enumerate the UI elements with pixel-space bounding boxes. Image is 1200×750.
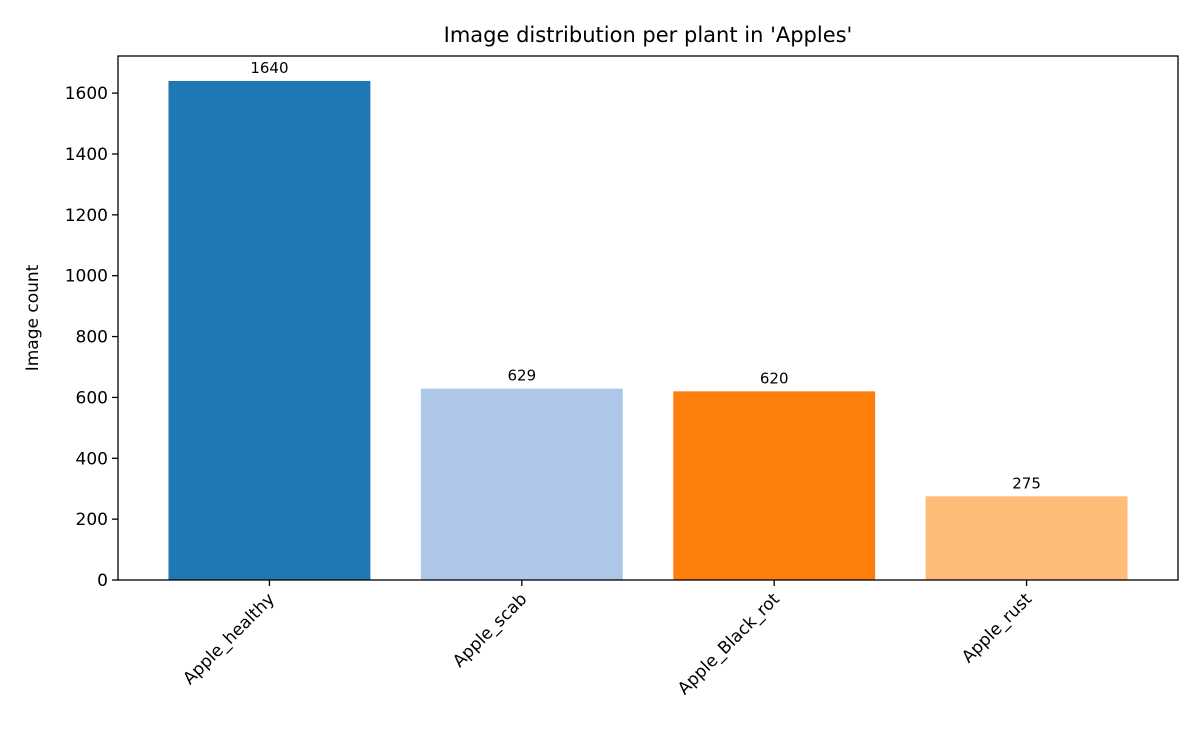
y-axis-label: Image count bbox=[23, 264, 43, 371]
data-label-apple-black-rot: 620 bbox=[760, 369, 789, 387]
bars-group bbox=[168, 80, 1128, 580]
chart-title: Image distribution per plant in 'Apples' bbox=[444, 23, 853, 47]
y-tick-label: 200 bbox=[76, 510, 108, 530]
y-tick-label: 0 bbox=[97, 571, 108, 591]
data-label-apple-scab: 629 bbox=[507, 367, 536, 385]
y-tick-label: 1200 bbox=[65, 206, 108, 226]
y-tick-label: 800 bbox=[76, 328, 108, 348]
y-tick-label: 1600 bbox=[65, 84, 108, 104]
bar-apple-black-rot bbox=[673, 391, 876, 580]
y-axis-ticks: 0 200 400 600 800 1000 1200 1400 1600 bbox=[65, 84, 118, 591]
data-label-apple-rust: 275 bbox=[1012, 474, 1041, 492]
data-label-apple-healthy: 1640 bbox=[250, 59, 288, 77]
y-tick-label: 1400 bbox=[65, 145, 108, 165]
data-labels-group: 1640 629 620 275 bbox=[250, 59, 1041, 492]
bar-apple-scab bbox=[420, 388, 623, 580]
bar-apple-rust bbox=[925, 496, 1128, 580]
y-tick-label: 600 bbox=[76, 388, 108, 408]
bar-apple-healthy bbox=[168, 80, 371, 580]
y-tick-label: 400 bbox=[76, 449, 108, 469]
y-tick-label: 1000 bbox=[65, 267, 108, 287]
plot-frame bbox=[117, 55, 1179, 581]
